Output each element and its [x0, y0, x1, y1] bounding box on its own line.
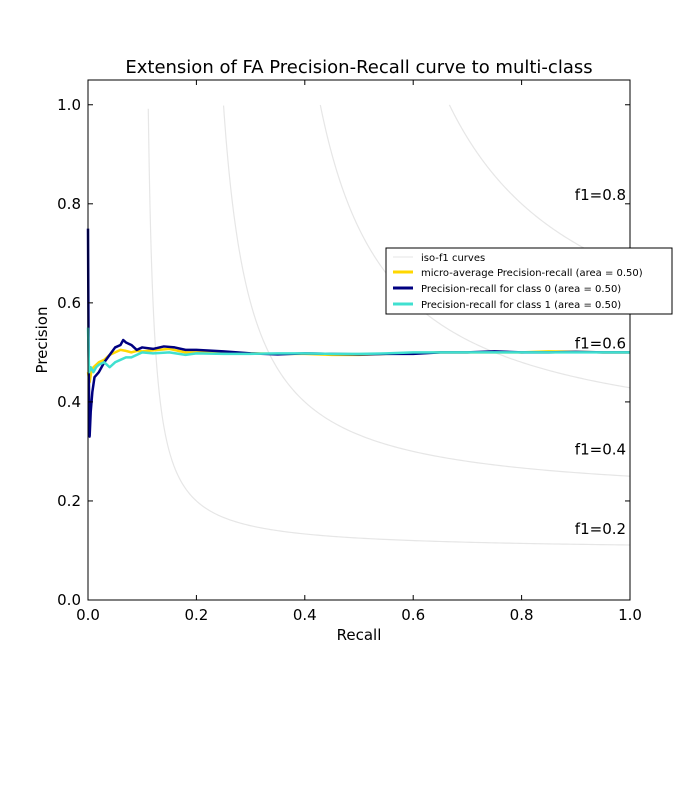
x-tick-label: 0.2	[184, 606, 208, 624]
legend-label-class-1: Precision-recall for class 1 (area = 0.5…	[421, 300, 621, 311]
y-tick-label: 0.0	[57, 591, 81, 609]
axis-ticks: 0.0 0.2 0.4 0.6 0.8 1.0 0.0 0.2 0.4 0.6 0.8 1.0	[57, 80, 642, 624]
iso-f1-label: f1=0.6	[575, 334, 626, 352]
plot-frame	[87, 79, 631, 601]
y-tick-label: 0.2	[57, 492, 81, 510]
series-lines	[86, 228, 630, 438]
y-tick-label: 0.6	[57, 294, 81, 312]
legend-box	[385, 247, 673, 315]
iso-f1-curves: f1=0.2 f1=0.4 f1=0.6 f1=0.8	[147, 104, 631, 546]
y-axis-label: Precision	[33, 307, 51, 374]
x-tick-label: 0.8	[510, 606, 534, 624]
y-tick-label: 1.0	[57, 96, 81, 114]
y-tick-label: 0.4	[57, 393, 81, 411]
x-tick-label: 0.4	[293, 606, 317, 624]
series-line	[86, 327, 630, 374]
iso-f1-label: f1=0.8	[575, 186, 626, 204]
chart-title: Extension of FA Precision-Recall curve t…	[125, 57, 592, 78]
legend-label-iso: iso-f1 curves	[421, 253, 485, 264]
x-tick-label: 1.0	[618, 606, 642, 624]
y-tick-label: 0.8	[57, 195, 81, 213]
x-tick-label: 0.6	[401, 606, 425, 624]
iso-f1-label: f1=0.4	[575, 441, 626, 459]
iso-f1-curve	[147, 108, 631, 546]
legend-label-class-0: Precision-recall for class 0 (area = 0.5…	[421, 284, 621, 295]
x-tick-label: 0.0	[76, 606, 100, 624]
x-axis-label: Recall	[337, 626, 382, 644]
iso-f1-label: f1=0.2	[575, 520, 626, 538]
legend-label-micro-average: micro-average Precision-recall (area = 0…	[421, 268, 643, 279]
legend: iso-f1 curves micro-average Precision-re…	[385, 247, 673, 315]
iso-f1-curve	[222, 105, 631, 477]
